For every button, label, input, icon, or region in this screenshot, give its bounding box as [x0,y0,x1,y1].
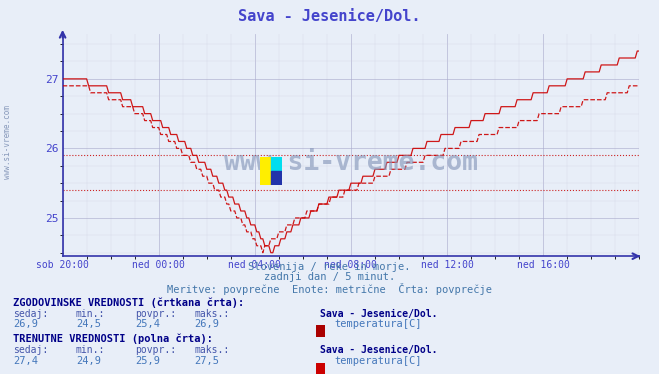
Bar [260,157,271,185]
Text: Slovenija / reke in morje.: Slovenija / reke in morje. [248,262,411,272]
Text: 26,9: 26,9 [13,319,38,329]
Text: Sava - Jesenice/Dol.: Sava - Jesenice/Dol. [320,309,437,319]
Text: maks.:: maks.: [194,345,229,355]
Text: sedaj:: sedaj: [13,345,48,355]
Bar [271,171,281,185]
Text: TRENUTNE VREDNOSTI (polna črta):: TRENUTNE VREDNOSTI (polna črta): [13,334,213,344]
Text: 26,9: 26,9 [194,319,219,329]
Text: Sava - Jesenice/Dol.: Sava - Jesenice/Dol. [239,9,420,24]
Bar [271,157,281,171]
Text: 24,9: 24,9 [76,356,101,366]
Text: 25,9: 25,9 [135,356,160,366]
Text: zadnji dan / 5 minut.: zadnji dan / 5 minut. [264,272,395,282]
Text: ZGODOVINSKE VREDNOSTI (črtkana črta):: ZGODOVINSKE VREDNOSTI (črtkana črta): [13,297,244,308]
Text: sedaj:: sedaj: [13,309,48,319]
Text: temperatura[C]: temperatura[C] [334,319,422,329]
Text: 25,4: 25,4 [135,319,160,329]
Text: 27,4: 27,4 [13,356,38,366]
Text: 27,5: 27,5 [194,356,219,366]
Text: min.:: min.: [76,345,105,355]
Text: maks.:: maks.: [194,309,229,319]
Text: www.si-vreme.com: www.si-vreme.com [3,105,13,179]
Text: povpr.:: povpr.: [135,309,176,319]
Text: www.si-vreme.com: www.si-vreme.com [224,150,478,176]
Text: temperatura[C]: temperatura[C] [334,356,422,366]
Text: min.:: min.: [76,309,105,319]
Text: Meritve: povprečne  Enote: metrične  Črta: povprečje: Meritve: povprečne Enote: metrične Črta:… [167,283,492,295]
Text: povpr.:: povpr.: [135,345,176,355]
Text: Sava - Jesenice/Dol.: Sava - Jesenice/Dol. [320,345,437,355]
Text: 24,5: 24,5 [76,319,101,329]
